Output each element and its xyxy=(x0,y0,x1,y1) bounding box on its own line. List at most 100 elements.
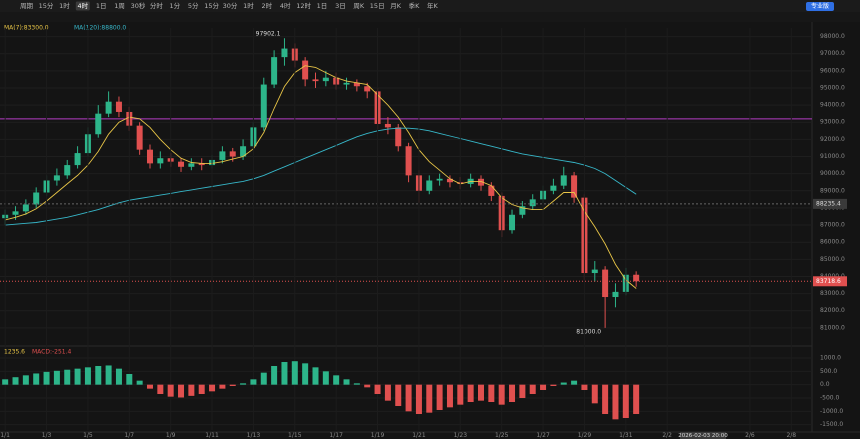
timeframe[interactable]: 3日 xyxy=(335,2,346,10)
timeframe[interactable]: 30分 xyxy=(223,1,238,10)
candle-body xyxy=(488,185,495,196)
macd-bar xyxy=(188,384,195,396)
ma-line xyxy=(5,65,637,289)
macd-bar xyxy=(167,384,174,397)
pro-button-bg[interactable] xyxy=(806,2,834,11)
timeframe[interactable]: 15日 xyxy=(370,2,385,10)
y-tick-label: 87000.0 xyxy=(820,222,845,229)
candle-body xyxy=(395,127,402,147)
y-tick-label: 85000.0 xyxy=(820,256,845,263)
crosshair-price-label: 88235.4 xyxy=(816,200,841,207)
macd-bar xyxy=(560,382,567,385)
timeframe[interactable]: 周K xyxy=(353,2,365,10)
timeframe[interactable]: 15分 xyxy=(204,1,219,10)
candle-body xyxy=(219,151,226,160)
candle-body xyxy=(446,178,453,183)
timeframe[interactable]: 4时 xyxy=(77,1,88,10)
macd-bar xyxy=(136,380,143,385)
last-price-box xyxy=(813,276,847,287)
timeframe[interactable]: 1时 xyxy=(59,1,70,10)
candle-body xyxy=(33,192,40,205)
x-tick-label: 1/3 xyxy=(42,432,52,439)
timeframe[interactable]: 12时 xyxy=(296,1,311,10)
macd-bar xyxy=(95,366,102,385)
candle-body xyxy=(115,101,122,112)
indicator-legend: 1235.6 xyxy=(4,349,25,356)
pro-button[interactable]: 专业版 xyxy=(811,2,829,10)
x-tick-label: 1/5 xyxy=(83,432,93,439)
macd-bar xyxy=(157,384,164,394)
timeframe[interactable]: 1分 xyxy=(169,1,180,10)
macd-bar xyxy=(540,384,547,390)
timeframe[interactable]: 15分 xyxy=(39,1,54,10)
timeframe[interactable]: 1日 xyxy=(317,2,328,10)
candle-body xyxy=(550,185,557,191)
macd-bar xyxy=(591,384,598,404)
candle-body xyxy=(260,84,267,128)
macd-bar xyxy=(126,374,133,385)
timeframe[interactable]: 1日 xyxy=(96,2,107,10)
macd-bar xyxy=(602,384,609,414)
macd-bar xyxy=(115,368,122,385)
candle-body xyxy=(53,175,60,181)
y-tick-label: 89000.0 xyxy=(820,187,845,194)
x-tick-label: 1/21 xyxy=(412,432,426,439)
timeframe[interactable]: 5分 xyxy=(188,1,199,10)
macd-bar xyxy=(426,384,433,413)
candle-body xyxy=(633,274,640,282)
x-tick-label: 1/29 xyxy=(578,432,592,439)
x-tick-label: 1/27 xyxy=(536,432,550,439)
timeframe-active-bg xyxy=(75,1,90,11)
candle-body xyxy=(136,125,143,150)
timeframe[interactable]: 1周 xyxy=(114,2,125,10)
macd-bar xyxy=(2,379,9,385)
timeframe[interactable]: 季K xyxy=(409,1,421,10)
macd-bar xyxy=(291,361,298,385)
y-tick-label: 0.0 xyxy=(820,381,830,388)
candle-body xyxy=(571,175,578,198)
macd-bar xyxy=(529,384,536,394)
sub-toolbar xyxy=(0,12,860,22)
macd-bar xyxy=(612,384,619,420)
macd-bar xyxy=(12,377,19,385)
macd-bar xyxy=(302,363,309,385)
macd-bar xyxy=(281,362,288,385)
candle-body xyxy=(240,146,247,157)
candle-body xyxy=(12,211,19,215)
candle-body xyxy=(64,165,71,176)
timeframe[interactable]: 分时 xyxy=(150,1,164,10)
macd-bar xyxy=(488,384,495,402)
candle-body xyxy=(281,48,288,58)
timeframe[interactable]: 30秒 xyxy=(131,1,146,10)
macd-bar xyxy=(384,384,391,401)
candle-body xyxy=(188,163,195,167)
x-tick-label: 2/6 xyxy=(745,432,755,439)
y-tick-label: 1000.0 xyxy=(820,355,841,362)
low-label: 81000.0 xyxy=(576,328,601,335)
legend-entry: MA(120):88800.0 xyxy=(74,25,126,32)
macd-bar xyxy=(260,372,267,385)
candle-body xyxy=(22,204,29,212)
y-tick-label: 96000.0 xyxy=(820,67,845,74)
timeframe[interactable]: 2时 xyxy=(261,1,272,10)
y-tick-label: 83000.0 xyxy=(820,290,845,297)
timeframe[interactable]: 年K xyxy=(427,1,439,10)
macd-bar xyxy=(229,384,236,386)
macd-bar xyxy=(198,384,205,394)
candle-body xyxy=(95,113,102,135)
x-tick-label: 1/15 xyxy=(288,432,302,439)
macd-bar xyxy=(84,367,91,385)
timeframe[interactable]: 1时 xyxy=(243,1,254,10)
macd-bar xyxy=(436,384,443,410)
timeframe[interactable]: 月K xyxy=(390,2,402,10)
candle-body xyxy=(405,146,412,176)
candle-body xyxy=(477,178,484,186)
macd-bar xyxy=(395,384,402,406)
candle-body xyxy=(271,57,278,85)
y-tick-label: -1500.0 xyxy=(820,421,843,428)
y-tick-label: 95000.0 xyxy=(820,84,845,91)
macd-bar xyxy=(633,384,640,414)
timeframe[interactable]: 4时 xyxy=(280,1,291,10)
